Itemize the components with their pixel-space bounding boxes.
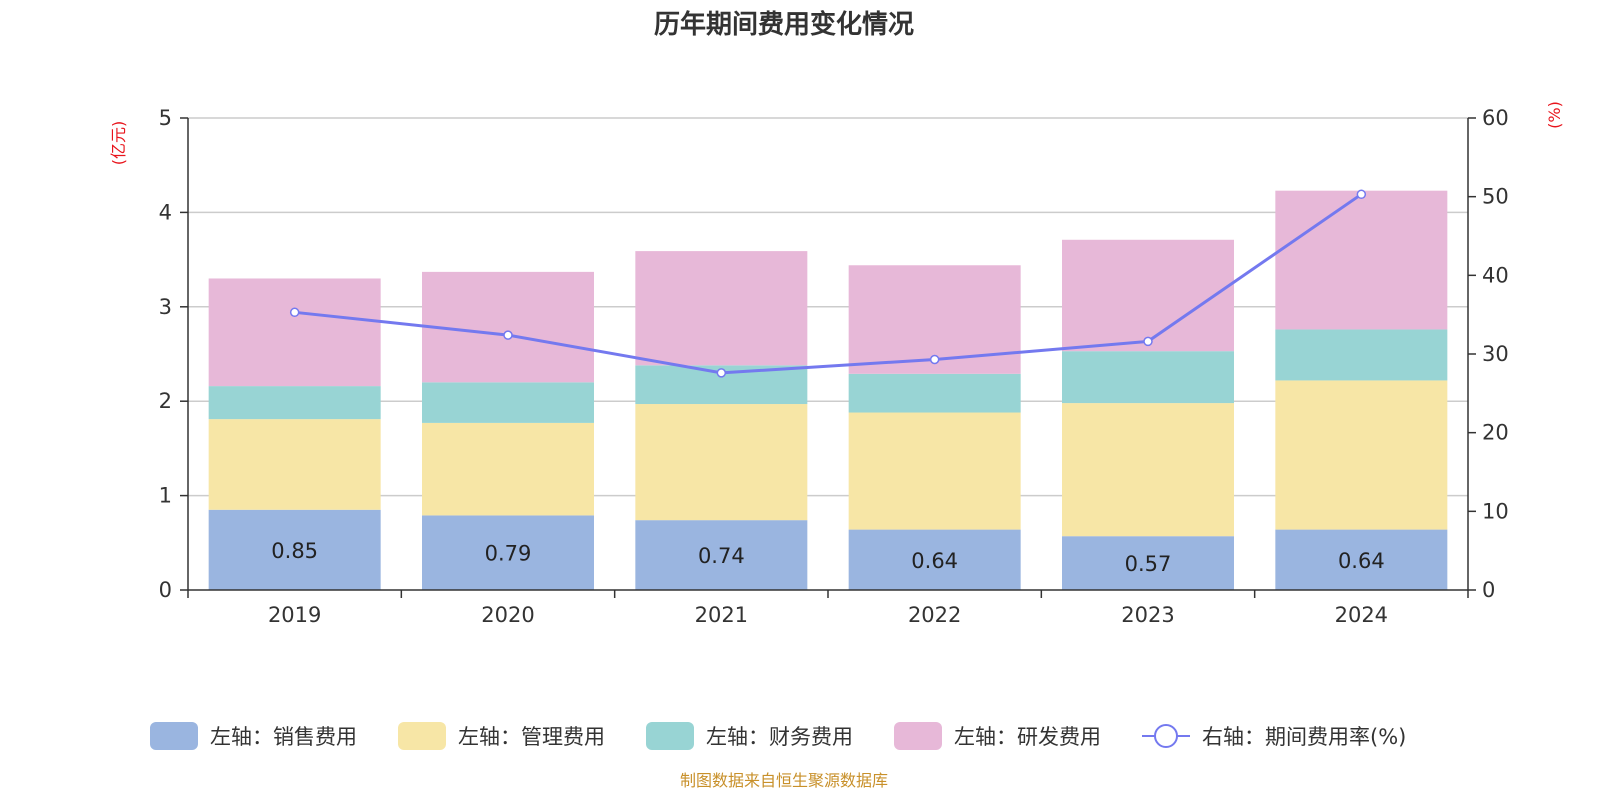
right-axis-tick-label: 40	[1482, 263, 1509, 287]
legend-swatch	[646, 722, 694, 750]
bar-value-label: 0.64	[911, 549, 958, 573]
legend: 左轴：销售费用 左轴：管理费用 左轴：财务费用 左轴：研发费用 右轴：期间费用率(%)	[150, 722, 1406, 750]
left-axis-tick-label: 4	[159, 200, 172, 224]
x-axis-tick-label: 2023	[1121, 603, 1174, 627]
rate-point	[716, 368, 727, 378]
left-axis-tick-label: 5	[159, 106, 172, 130]
bar-segment	[208, 419, 381, 510]
rate-point	[929, 354, 940, 365]
bar-segment	[1062, 536, 1234, 590]
right-axis-tick-label: 0	[1482, 578, 1495, 602]
legend-swatch	[894, 722, 942, 750]
bar-segment	[422, 422, 594, 516]
left-axis-tick-label: 1	[159, 484, 172, 508]
x-axis-tick-label: 2022	[908, 603, 961, 627]
bar-segment	[422, 271, 594, 383]
legend-label: 左轴：管理费用	[458, 725, 605, 749]
legend-label: 左轴：财务费用	[706, 725, 853, 749]
right-axis-tick-label: 50	[1482, 185, 1509, 209]
bar-segment	[1275, 380, 1448, 530]
bar-segment	[1275, 329, 1448, 381]
bar-segment	[422, 382, 594, 423]
bar-segment	[1062, 403, 1234, 537]
bar-segment	[635, 404, 808, 521]
bar-segment	[1275, 529, 1448, 590]
right-axis-unit-label: (%)	[1545, 101, 1564, 129]
x-axis-tick-label: 2019	[268, 603, 321, 627]
rate-point	[1143, 336, 1153, 347]
bar-segment	[1062, 351, 1234, 404]
left-axis-tick-label: 0	[159, 578, 172, 602]
bar-segment	[208, 509, 381, 590]
legend-label: 左轴：研发费用	[954, 725, 1101, 749]
bar-segment	[208, 278, 381, 387]
bar-value-label: 0.79	[485, 542, 532, 566]
bar-value-label: 0.85	[271, 539, 318, 563]
chart-title: 历年期间费用变化情况	[654, 9, 914, 40]
rate-point	[1356, 189, 1367, 200]
bar-segment	[635, 520, 808, 590]
gridlines	[188, 117, 1468, 497]
rate-point	[503, 330, 513, 340]
legend-marker	[1154, 724, 1178, 748]
left-axis-tick-label: 3	[159, 295, 172, 319]
bar-value-label: 0.57	[1125, 552, 1172, 576]
left-axis-tick-label: 2	[159, 389, 172, 413]
bar-segment	[422, 515, 594, 590]
bar-value-label: 0.74	[698, 544, 745, 568]
right-axis-tick-label: 10	[1482, 499, 1509, 523]
legend-label: 右轴：期间费用率(%)	[1202, 725, 1406, 749]
x-axis-tick-label: 2021	[695, 603, 748, 627]
bar-segment	[635, 251, 808, 366]
x-axis-tick-label: 2020	[481, 603, 534, 627]
x-axis-tick-label: 2024	[1335, 603, 1388, 627]
bar-segment	[848, 412, 1021, 530]
bar-segment	[208, 386, 381, 420]
bar-segment	[1275, 190, 1448, 330]
left-axis-unit-label: (亿元)	[109, 121, 128, 166]
right-axis-tick-label: 30	[1482, 342, 1509, 366]
line-series	[289, 189, 1367, 378]
bar-segment	[848, 373, 1021, 413]
bar-value-label: 0.64	[1338, 549, 1385, 573]
rate-line	[294, 193, 1363, 375]
source-note: 制图数据来自恒生聚源数据库	[680, 771, 888, 790]
bar-segment	[848, 529, 1021, 590]
right-axis-tick-label: 20	[1482, 421, 1509, 445]
bar-segment	[1062, 239, 1234, 352]
bar-series: 0.85 0.79 0.74 0.64 0.57 0.64	[208, 190, 1448, 590]
right-axis-tick-label: 60	[1482, 106, 1509, 130]
rate-point	[289, 307, 300, 318]
legend-swatch	[150, 722, 198, 750]
legend-label: 左轴：销售费用	[210, 725, 357, 749]
legend-swatch	[398, 722, 446, 750]
